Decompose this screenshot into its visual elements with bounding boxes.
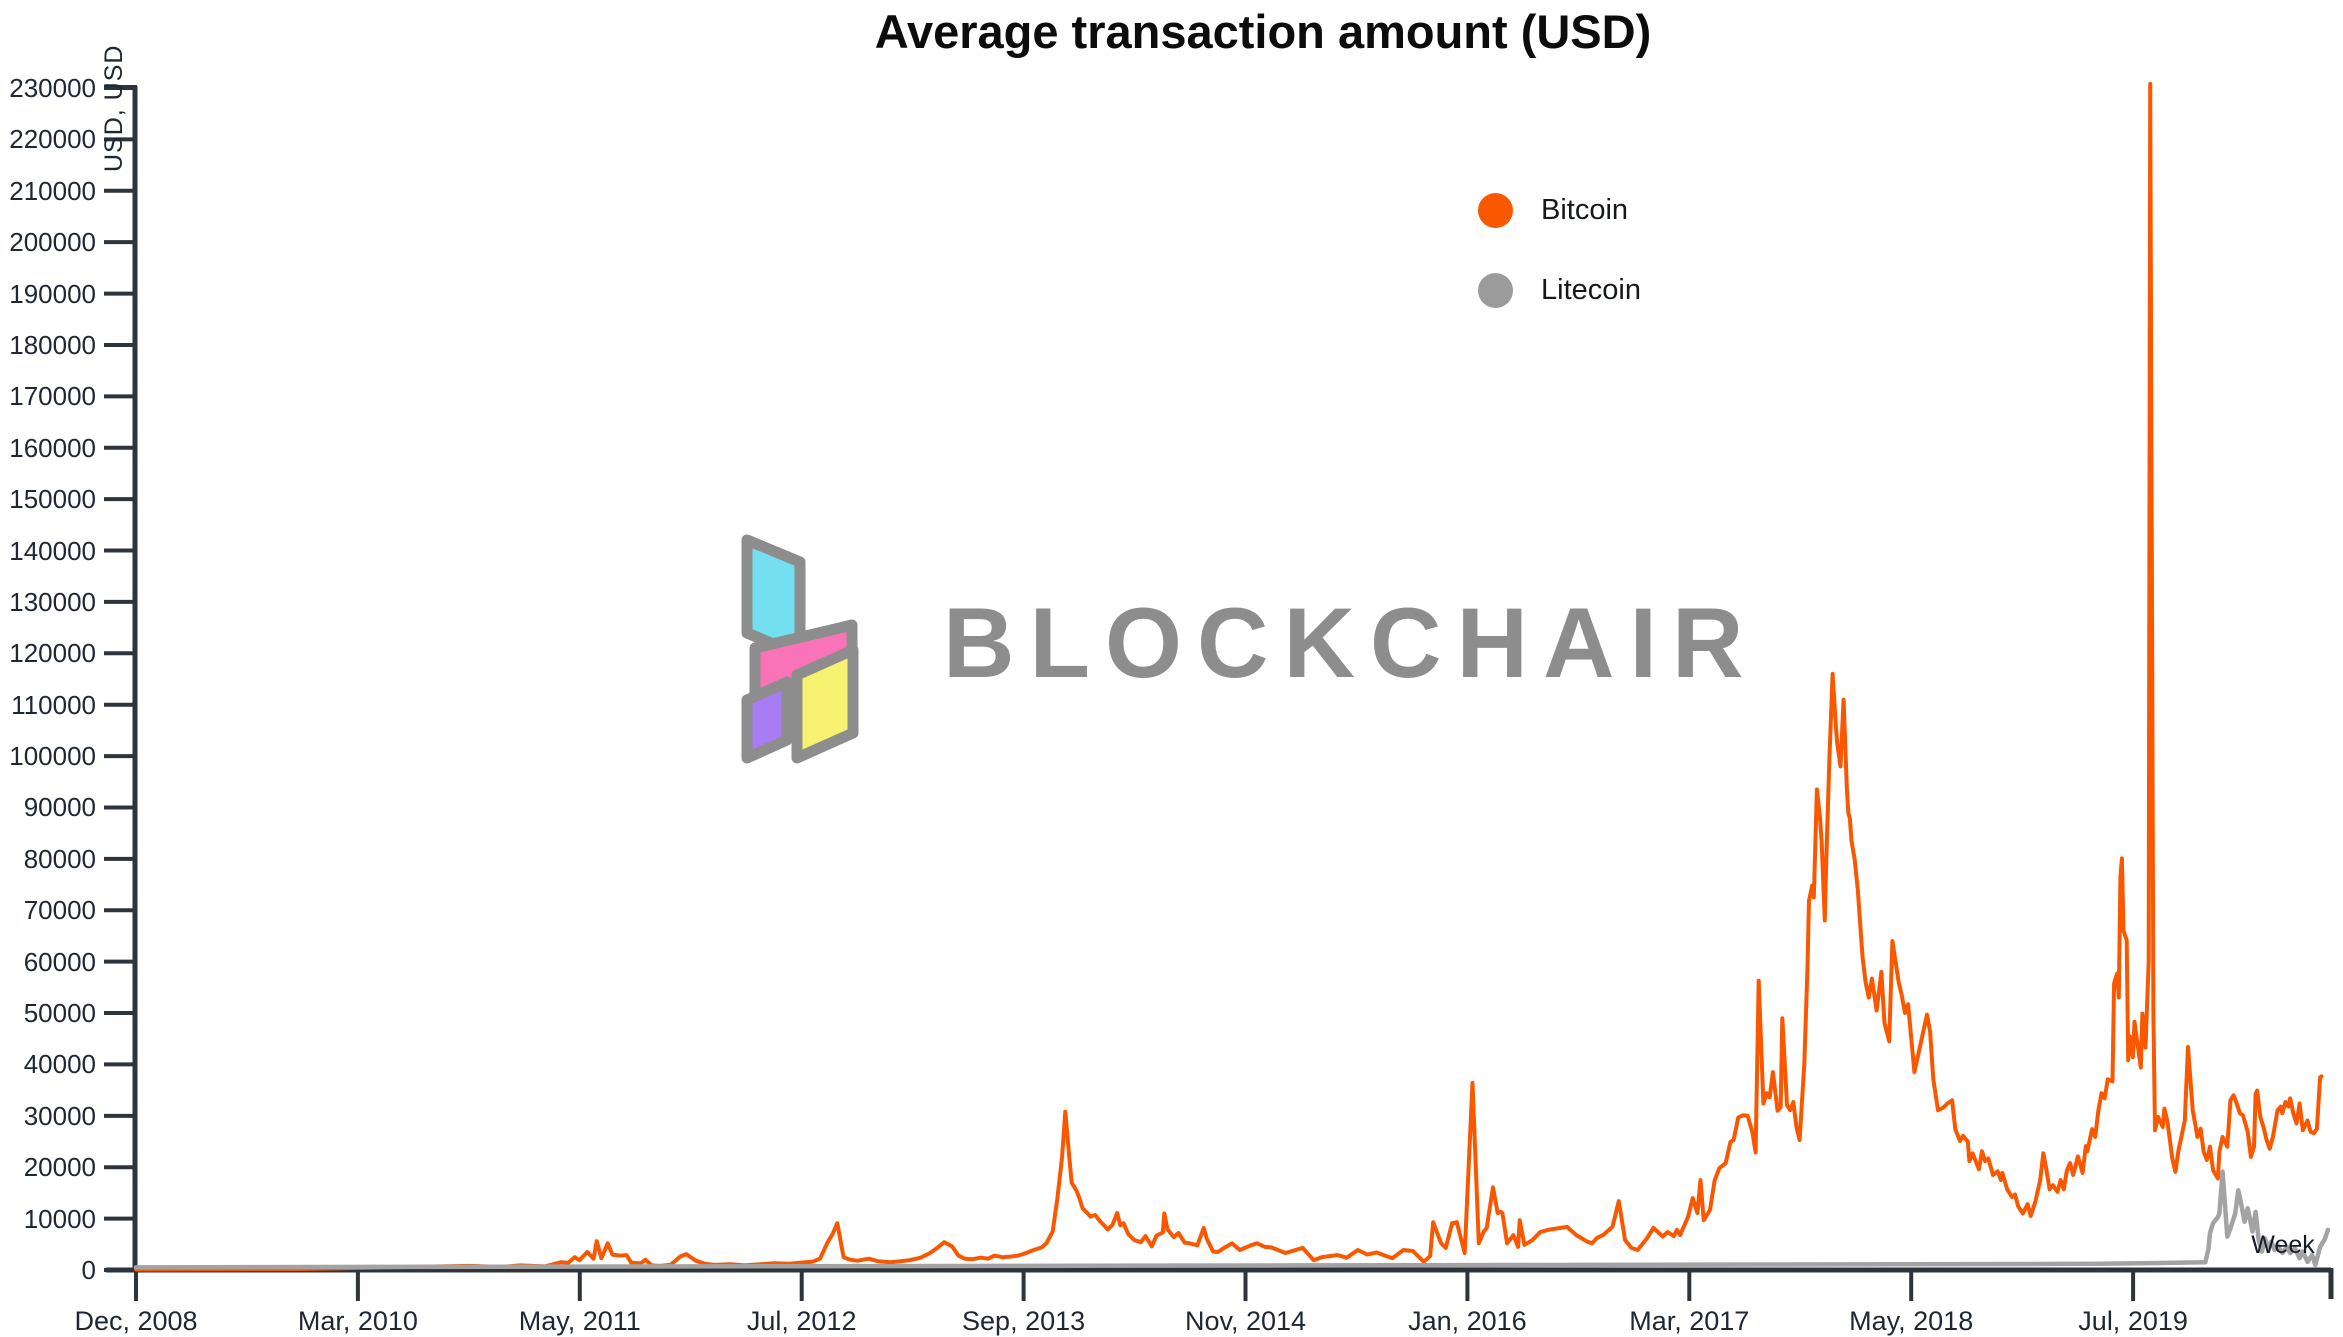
y-axis-tick-label: 80000 [23, 843, 96, 874]
y-axis-tick-label: 180000 [9, 329, 96, 360]
y-axis-tick-label: 20000 [23, 1152, 96, 1183]
y-axis-tick-label: 100000 [9, 741, 96, 772]
series-line-bitcoin [134, 81, 2324, 1272]
legend-label-bitcoin: Bitcoin [1541, 193, 1629, 226]
legend-label-litecoin: Litecoin [1541, 273, 1641, 306]
logo-face-yellow [791, 644, 859, 764]
x-axis-tick-label: Jul, 2019 [2078, 1306, 2188, 1336]
x-axis-tick-label: Jul, 2012 [746, 1306, 857, 1336]
y-axis-tick-label: 10000 [23, 1203, 96, 1234]
x-axis-tick-label: Nov, 2014 [1184, 1306, 1307, 1336]
y-axis-title: USD, USD [100, 44, 128, 172]
litecoin-legend-dot-icon [1478, 272, 1513, 308]
y-axis-tick-label: 150000 [9, 484, 96, 515]
x-axis-title: Week [2251, 1231, 2315, 1259]
x-axis-tick-label: Mar, 2010 [297, 1306, 418, 1336]
bitcoin-legend-dot-icon [1478, 192, 1513, 228]
y-axis-tick-label: 40000 [23, 1049, 96, 1080]
x-axis-tick-label: Jan, 2016 [1408, 1306, 1527, 1336]
x-axis-tick-label: May, 2018 [1849, 1306, 1974, 1336]
y-axis-tick-label: 210000 [9, 175, 96, 206]
y-axis-tick-label: 90000 [23, 792, 96, 823]
legend: Bitcoin Litecoin [1478, 190, 1641, 350]
blockchair-logo-icon [741, 534, 859, 764]
y-axis-tick-label: 110000 [11, 689, 96, 720]
y-axis-tick-label: 30000 [23, 1100, 96, 1131]
y-axis-tick-label: 170000 [9, 381, 96, 412]
y-axis-tick-label: 130000 [9, 586, 96, 617]
chart-title: Average transaction amount (USD) [874, 5, 1652, 58]
x-axis-tick-label: Dec, 2008 [74, 1306, 198, 1336]
legend-item-bitcoin[interactable]: Bitcoin [1478, 190, 1641, 230]
y-axis-tick-label: 200000 [9, 227, 96, 258]
y-axis-tick-label: 70000 [23, 895, 96, 926]
legend-item-litecoin[interactable]: Litecoin [1478, 270, 1641, 310]
series-line-litecoin [133, 1169, 2331, 1270]
y-axis-tick-label: 160000 [9, 432, 96, 463]
y-axis-tick-label: 60000 [23, 946, 96, 977]
y-axis-tick-label: 190000 [9, 278, 96, 309]
x-axis-tick-label: Sep, 2013 [962, 1306, 1086, 1336]
logo-face-purple [741, 676, 793, 764]
x-axis-tick-label: Mar, 2017 [1629, 1306, 1750, 1336]
y-axis-tick-label: 230000 [9, 73, 96, 103]
y-axis-tick-label: 50000 [23, 998, 96, 1029]
y-axis-tick-label: 220000 [9, 124, 96, 155]
y-axis-tick-label: 120000 [9, 638, 96, 669]
y-axis-tick-label: 140000 [9, 535, 96, 566]
watermark-brand-text: BLOCKCHAIR [943, 587, 1759, 698]
y-axis-tick-label: 0 [81, 1255, 96, 1285]
watermark: BLOCKCHAIR [733, 522, 1753, 772]
x-axis-tick-label: May, 2011 [518, 1306, 641, 1336]
